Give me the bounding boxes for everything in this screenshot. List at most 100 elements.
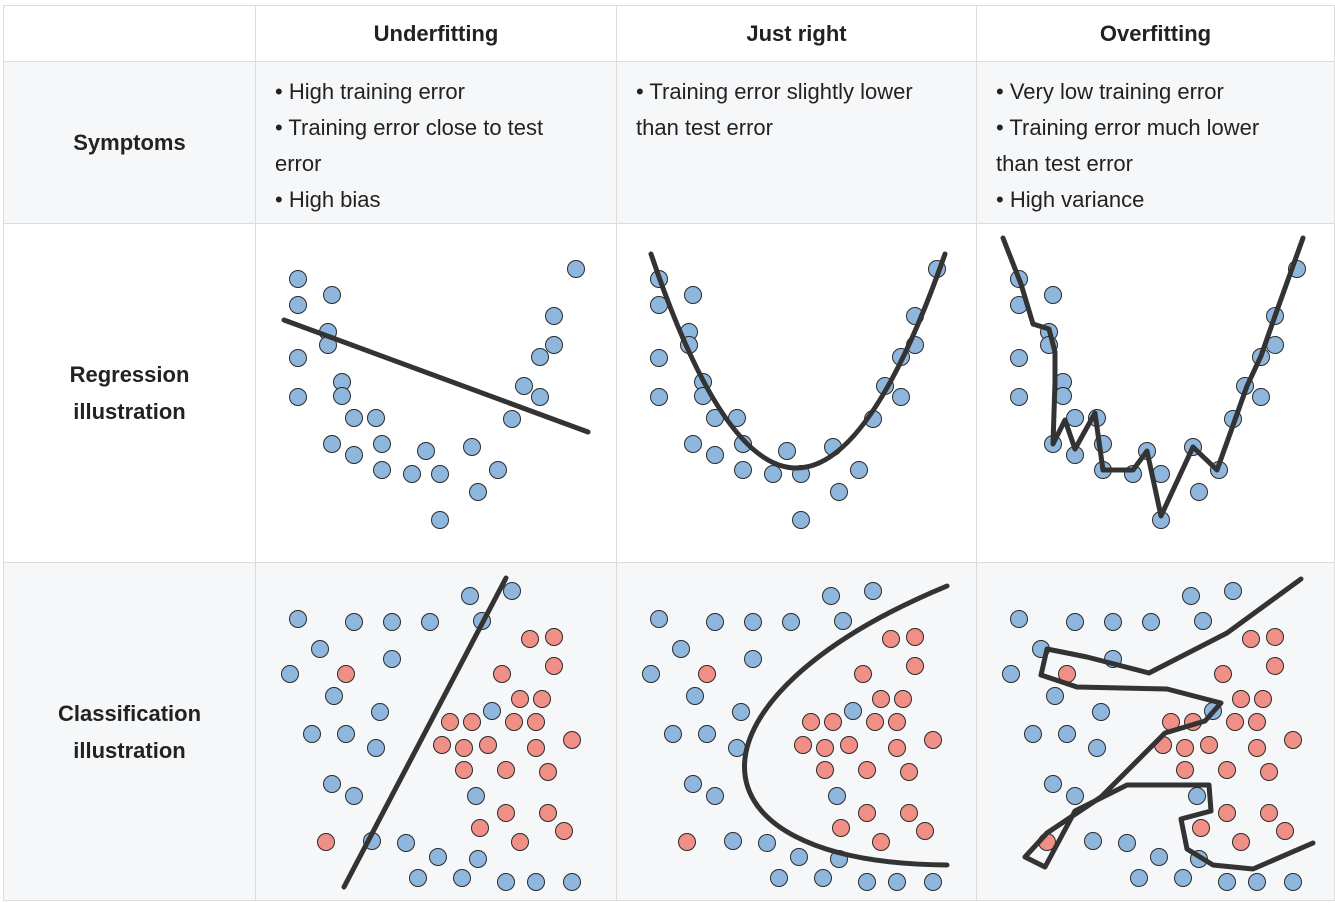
red-class-point (527, 739, 545, 757)
data-point (892, 388, 910, 406)
blue-class-point (429, 848, 447, 866)
classification-overfitting-plot (1002, 576, 1316, 891)
blue-class-point (1194, 612, 1212, 630)
data-point (734, 461, 752, 479)
red-class-point (1276, 822, 1294, 840)
red-class-point (1200, 736, 1218, 754)
blue-class-point (706, 613, 724, 631)
regression-underfitting-plot (281, 260, 591, 529)
blue-class-point (409, 869, 427, 887)
data-point (373, 461, 391, 479)
red-class-point (858, 761, 876, 779)
red-class-point (533, 690, 551, 708)
blue-class-point (311, 640, 329, 658)
red-class-point (816, 739, 834, 757)
red-class-point (1242, 630, 1260, 648)
red-class-point (555, 822, 573, 840)
data-point (289, 296, 307, 314)
blue-class-point (1150, 848, 1168, 866)
blue-class-point (1174, 869, 1192, 887)
blue-class-point (367, 739, 385, 757)
blue-class-point (686, 687, 704, 705)
blue-class-point (858, 873, 876, 891)
red-class-point (872, 833, 890, 851)
blue-class-point (1248, 873, 1266, 891)
data-point (764, 465, 782, 483)
data-point (345, 409, 363, 427)
data-point (830, 483, 848, 501)
red-class-point (882, 630, 900, 648)
blue-class-point (371, 703, 389, 721)
data-point (323, 435, 341, 453)
row-header-symptoms: Symptoms (3, 61, 256, 224)
blue-class-point (834, 612, 852, 630)
data-point (323, 286, 341, 304)
blue-class-point (1066, 787, 1084, 805)
blue-class-point (698, 725, 716, 743)
symptom-line: error (275, 151, 322, 176)
symptom-line: • Training error slightly lower (636, 79, 913, 104)
data-point (367, 409, 385, 427)
blue-class-point (1092, 703, 1110, 721)
blue-class-point (664, 725, 682, 743)
red-class-point (1266, 657, 1284, 675)
red-class-point (840, 736, 858, 754)
blue-class-point (924, 873, 942, 891)
blue-class-point (289, 610, 307, 628)
data-point (417, 442, 435, 460)
blue-class-point (345, 787, 363, 805)
blue-class-point (421, 613, 439, 631)
column-header-overfitting: Overfitting (976, 5, 1335, 62)
blue-class-point (1088, 739, 1106, 757)
red-class-point (539, 804, 557, 822)
blue-class-point (303, 725, 321, 743)
blue-class-point (1224, 582, 1242, 600)
classification-just-right-cell (616, 562, 977, 901)
blue-class-point (467, 787, 485, 805)
blue-class-point (1002, 665, 1020, 683)
red-class-point (1226, 713, 1244, 731)
red-class-point (832, 819, 850, 837)
data-point (289, 349, 307, 367)
symptoms-just-right: • Training error slightly lower than tes… (616, 61, 977, 224)
symptoms-overfitting: • Very low training error • Training err… (976, 61, 1335, 224)
red-class-point (539, 763, 557, 781)
blue-class-point (1044, 775, 1062, 793)
red-class-point (1176, 739, 1194, 757)
red-class-point (545, 657, 563, 675)
data-point (431, 465, 449, 483)
data-point (1066, 409, 1084, 427)
red-class-point (441, 713, 459, 731)
red-class-point (872, 690, 890, 708)
red-class-point (894, 690, 912, 708)
symptom-line: • Very low training error (996, 79, 1224, 104)
classification-underfitting-plot (281, 575, 581, 891)
red-class-point (1232, 833, 1250, 851)
red-class-point (1192, 819, 1210, 837)
red-class-point (866, 713, 884, 731)
data-point (503, 410, 521, 428)
data-point (684, 286, 702, 304)
blue-class-point (822, 587, 840, 605)
blue-class-point (650, 610, 668, 628)
symptom-line: • High variance (996, 187, 1145, 212)
data-point (792, 511, 810, 529)
red-class-point (916, 822, 934, 840)
decision-boundary (742, 583, 950, 868)
blue-class-point (724, 832, 742, 850)
red-class-point (906, 657, 924, 675)
data-point (345, 446, 363, 464)
blue-class-point (383, 613, 401, 631)
blue-class-point (864, 582, 882, 600)
red-class-point (888, 739, 906, 757)
blue-class-point (1066, 613, 1084, 631)
blue-class-point (1218, 873, 1236, 891)
blue-class-point (782, 613, 800, 631)
red-class-point (900, 763, 918, 781)
row-header-classification-line: Classification (57, 700, 202, 726)
data-point (734, 435, 752, 453)
blue-class-point (323, 775, 341, 793)
red-class-point (521, 630, 539, 648)
red-class-point (888, 713, 906, 731)
red-class-point (455, 739, 473, 757)
